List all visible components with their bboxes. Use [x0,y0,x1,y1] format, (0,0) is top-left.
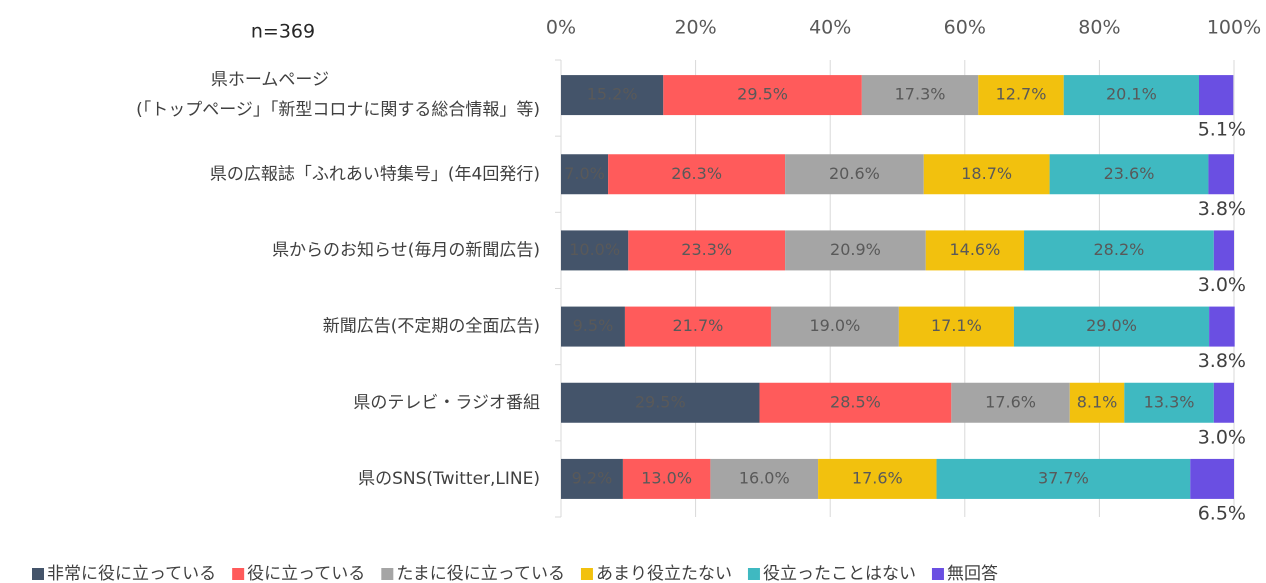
bar-segment [1199,75,1234,116]
value-label: 17.6% [852,468,903,487]
value-label: 17.1% [931,316,982,335]
legend-label: 無回答 [947,564,998,583]
value-label: 3.8% [1198,198,1246,220]
bar-segment [1213,382,1234,423]
legend-swatch [381,568,394,580]
legend-label: 非常に役に立っている [47,564,216,583]
x-tick-label: 60% [944,17,986,39]
category-label: 県のSNS(Twitter,LINE) [358,469,540,489]
value-label: 17.3% [895,85,946,104]
value-label: 12.7% [996,85,1047,104]
value-label: 20.6% [829,164,880,183]
value-label: 17.6% [985,392,1036,411]
value-label: 9.2% [572,468,613,487]
value-label: 20.1% [1106,85,1157,104]
value-label: 15.2% [587,85,638,104]
bar-segment [759,382,952,423]
legend-swatch [580,568,593,580]
legend-label: たまに役に立っている [396,564,565,583]
value-label: 16.0% [739,468,790,487]
bar-segment [785,154,924,195]
bar-segment [608,154,786,195]
category-label: 県ホームページ [211,70,329,90]
value-label: 28.2% [1094,240,1145,259]
bar-segment [1209,306,1235,347]
value-label: 10.0% [569,240,620,259]
value-label: 29.0% [1086,316,1137,335]
value-label: 13.0% [641,468,692,487]
legend-label: 役立ったことはない [763,564,916,583]
bar-segment [710,458,819,499]
x-tick-label: 100% [1207,17,1261,39]
bar-segment [951,382,1070,423]
legend-swatch [32,568,44,580]
bar-segment [1049,154,1209,195]
category-label: 県からのお知らせ(毎月の新聞広告) [272,240,540,260]
category-label: 県のテレビ・ラジオ番組 [353,393,540,413]
category-label: 新聞広告(不定期の全面広告) [323,317,540,337]
bar-segment [561,382,760,423]
value-label: 3.0% [1198,274,1246,296]
category-label: (「トップページ」「新型コロナに関する総合情報」等) [136,100,540,120]
value-label: 6.5% [1198,502,1246,524]
legend-swatch [931,568,944,580]
value-label: 19.0% [809,316,860,335]
bar-segment [663,75,862,116]
bar-segment [925,230,1025,271]
value-label: 29.5% [635,392,686,411]
bar-segment [1069,382,1125,423]
bar-segment [1208,154,1234,195]
value-label: 20.9% [830,240,881,259]
bar-segment [561,306,625,347]
value-label: 28.5% [830,392,881,411]
bar-segment [561,154,609,195]
x-tick-label: 0% [546,17,576,39]
value-label: 5.1% [1198,119,1246,141]
bar-segment [1013,306,1210,347]
bar-segment [978,75,1064,116]
sample-size: n=369 [251,21,315,43]
legend-label: あまり役立たない [596,564,732,583]
value-label: 37.7% [1038,468,1089,487]
legend-swatch [232,568,245,580]
bar-segment [923,154,1050,195]
value-label: 8.1% [1077,392,1118,411]
bar-segment [561,458,623,499]
bar-segment [1190,458,1234,499]
x-tick-label: 20% [674,17,716,39]
value-label: 3.8% [1198,350,1246,372]
value-label: 13.3% [1144,392,1195,411]
bar-segment [770,306,899,347]
bar-segment [624,306,771,347]
x-tick-label: 40% [809,17,851,39]
bar-segment [861,75,979,116]
bar-segment [561,75,664,116]
bar-segment [818,458,937,499]
bar-segment [936,458,1191,499]
bar-segment [785,230,926,271]
value-label: 23.3% [681,240,732,259]
value-label: 14.6% [949,240,1000,259]
value-label: 21.7% [673,316,724,335]
bar-segment [1024,230,1214,271]
bar-segment [898,306,1014,347]
legend-label: 役に立っている [247,564,365,583]
value-label: 18.7% [961,164,1012,183]
bar-segment [561,230,629,271]
category-label: 県の広報誌「ふれあい特集号」(年4回発行) [210,164,540,184]
value-label: 3.0% [1198,426,1246,448]
value-label: 23.6% [1104,164,1155,183]
value-label: 26.3% [671,164,722,183]
value-label: 9.5% [573,316,614,335]
value-label: 29.5% [737,85,788,104]
bar-segment [1124,382,1214,423]
bar-segment [1213,230,1234,271]
bar-segment [622,458,711,499]
value-label: 7.0% [564,164,605,183]
bar-segment [1063,75,1200,116]
bar-segment [628,230,786,271]
x-tick-label: 80% [1078,17,1120,39]
legend-swatch [747,568,760,580]
